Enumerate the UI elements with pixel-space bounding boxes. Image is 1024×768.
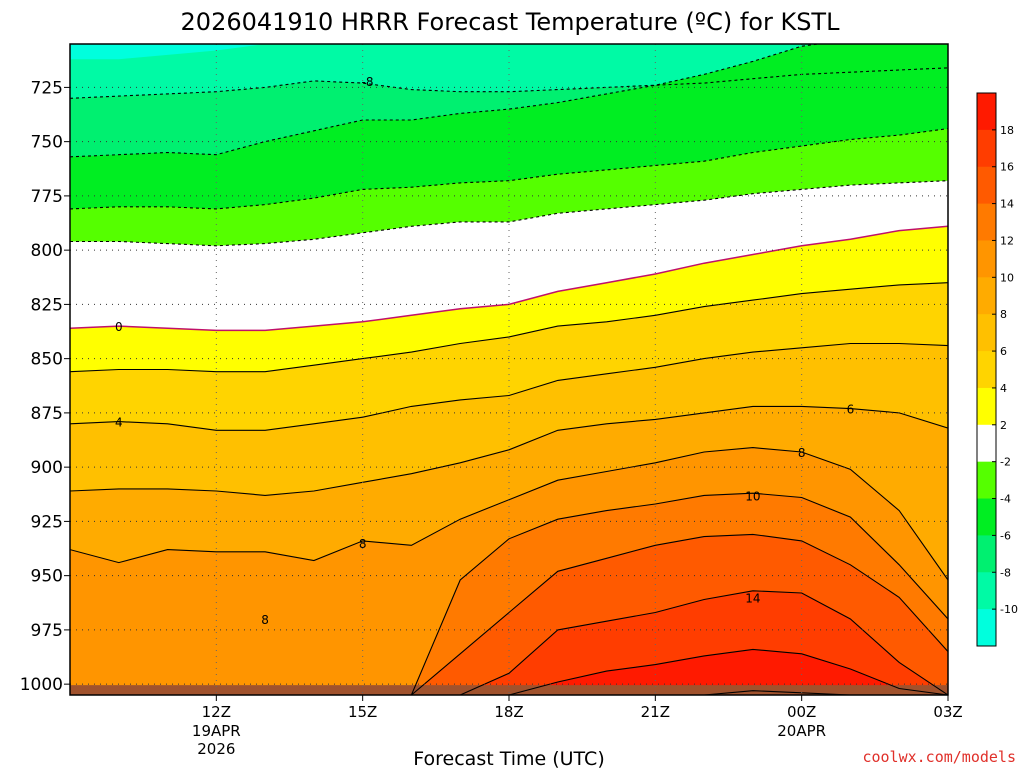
x-tick-label: 21Z [641, 703, 670, 721]
colorbar-tick-label: -8 [1000, 566, 1011, 579]
colorbar-swatch [977, 387, 996, 426]
colorbar-tick-label: 10 [1000, 271, 1014, 284]
colorbar-swatch [977, 424, 996, 463]
x-tick-label: 18Z [494, 703, 523, 721]
isotherm-line-16 [70, 648, 948, 695]
colorbar-tick-label: 16 [1000, 161, 1014, 174]
x-tick-date: 19APR [192, 722, 241, 740]
colorbar-swatch [977, 535, 996, 573]
x-tick-year: 2026 [197, 740, 235, 758]
y-tick-label: 925 [31, 512, 63, 532]
contour-label: 8 [798, 446, 806, 460]
colorbar-swatch [977, 314, 996, 352]
colorbar-swatch [977, 351, 996, 389]
colorbar-tick-label: -10 [1000, 603, 1018, 616]
colorbar-tick-label: 2 [1000, 419, 1007, 432]
filled-bands [70, 44, 948, 695]
colorbar-tick-label: -4 [1000, 493, 1011, 506]
y-tick-label: 775 [31, 187, 63, 207]
y-tick-label: 825 [31, 295, 63, 315]
y-tick-label: 750 [31, 133, 63, 153]
y-tick-label: 850 [31, 350, 63, 370]
contour-label: 10 [745, 489, 760, 503]
colorbar-frame [976, 92, 997, 647]
isotherm-line-4 [70, 342, 948, 431]
isotherm-line-m2 [70, 180, 948, 247]
colorbar-swatch [977, 129, 996, 168]
isotherm-line-m4 [70, 128, 948, 210]
colorbar-swatch [977, 572, 996, 610]
contour-label: 14 [745, 591, 760, 605]
contour-label: -8 [362, 75, 374, 89]
isotherm-line-10 [70, 492, 948, 695]
colorbar-tick-label: 4 [1000, 382, 1007, 395]
contour-label: 8 [359, 537, 367, 551]
y-tick-label: 875 [31, 404, 63, 424]
colorbar-legend: 18 16 14 12 10 8 6 4 2 -2 -4 -6 -8 -10 [976, 92, 1018, 647]
contour-label: 0 [115, 320, 123, 334]
credit-text: coolwx.com/models [862, 748, 1016, 766]
colorbar-swatch [977, 203, 996, 241]
y-tick-label: 800 [31, 241, 63, 261]
colorbar-tick-label: 14 [1000, 198, 1014, 211]
y-tick-label: 1000 [20, 675, 63, 695]
colorbar-tick-label: -2 [1000, 456, 1011, 469]
x-tick-label: 15Z [348, 703, 377, 721]
plot-area: -8 0 4 6 8 10 8 14 8 725 750 775 800 825 850 875 900 925 9… [20, 43, 963, 758]
ground-surface [70, 685, 948, 695]
colorbar-tick-label: 6 [1000, 345, 1007, 358]
isotherm-line-14 [70, 590, 948, 695]
colorbar-swatch [977, 277, 996, 315]
x-tick-label: 12Z [202, 703, 231, 721]
y-tick-label: 975 [31, 621, 63, 641]
colorbar-swatch [977, 461, 996, 500]
isotherm-line-m6 [70, 44, 823, 158]
y-tick-label: 725 [31, 78, 63, 98]
colorbar-swatch [977, 240, 996, 278]
isotherm-line-12 [70, 533, 948, 695]
x-tick-label: 00Z [787, 703, 816, 721]
colorbar-tick-label: -6 [1000, 529, 1011, 542]
chart-title: 2026041910 HRRR Forecast Temperature (ºC… [181, 8, 841, 36]
x-tick-label: 03Z [933, 703, 962, 721]
colorbar-swatch [977, 166, 996, 205]
colorbar-tick-label: 8 [1000, 308, 1007, 321]
isotherm-line-2 [70, 282, 948, 373]
isotherm-line-6 [70, 405, 948, 496]
colorbar-swatch [977, 498, 996, 536]
x-axis-label: Forecast Time (UTC) [413, 748, 604, 768]
band-above-18 [70, 649, 948, 695]
x-tick-date: 20APR [777, 722, 826, 740]
contour-label: 8 [261, 613, 269, 627]
y-tick-label: 900 [31, 458, 63, 478]
contour-label: 6 [847, 403, 855, 417]
colorbar-tick-label: 18 [1000, 124, 1014, 137]
colorbar-swatch [977, 93, 996, 131]
contour-label: 4 [115, 416, 123, 430]
colorbar-swatch [977, 609, 996, 647]
colorbar-tick-label: 12 [1000, 234, 1014, 247]
y-tick-label: 950 [31, 567, 63, 587]
